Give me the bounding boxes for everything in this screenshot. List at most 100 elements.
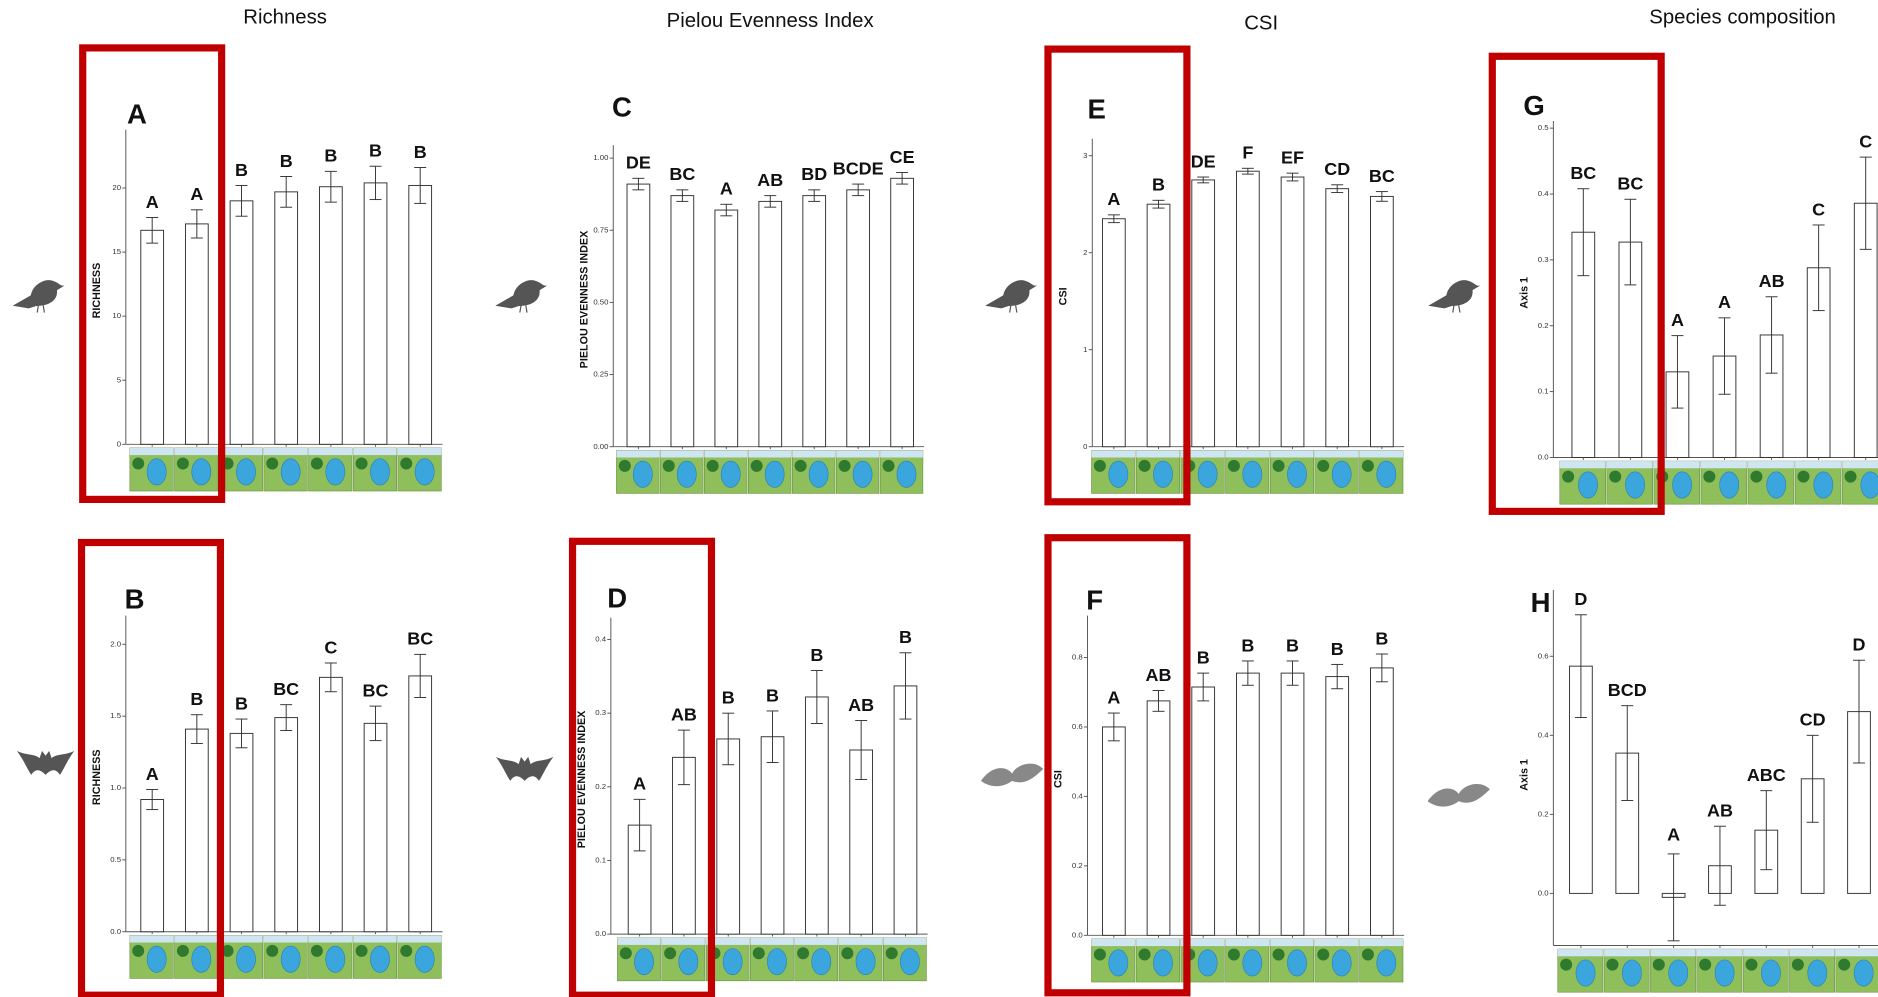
habitat-sky	[130, 935, 173, 942]
bar	[761, 737, 784, 934]
bar	[409, 676, 432, 932]
group-letter: B	[235, 693, 248, 713]
bar	[1326, 189, 1349, 447]
habitat-sky	[1360, 450, 1403, 457]
group-letter: AB	[848, 695, 874, 715]
bird-icon	[1430, 281, 1478, 313]
habitat-sky	[1092, 450, 1135, 457]
group-letter: AB	[757, 170, 783, 190]
group-letter: CD	[1800, 710, 1826, 730]
habitat-tree	[1750, 471, 1762, 483]
y-tick-label: 0.2	[595, 782, 606, 791]
habitat-sky	[398, 448, 441, 455]
y-tick-label: 1	[1083, 345, 1087, 354]
bird-icon	[987, 281, 1035, 313]
bar	[803, 196, 826, 447]
habitat-sky	[175, 935, 218, 942]
habitat-sky	[836, 450, 879, 457]
habitat-tree	[795, 460, 807, 472]
habitat-tree	[1699, 959, 1711, 971]
group-letter: A	[1107, 687, 1120, 707]
bat-icon	[17, 751, 74, 775]
bar	[1147, 701, 1170, 935]
habitat-pond	[1761, 960, 1780, 986]
habitat-pond	[1767, 472, 1786, 498]
group-letter: BC	[1369, 166, 1395, 186]
habitat-pond	[281, 459, 300, 485]
habitat-tree	[707, 460, 719, 472]
habitat-pond	[326, 946, 345, 972]
y-axis-label: PIELOU EVENNESS INDEX	[576, 710, 588, 848]
habitat-pond	[1243, 950, 1262, 976]
group-letter: B	[899, 627, 912, 647]
habitat-pond	[812, 948, 831, 974]
y-axis-label: RICHNESS	[91, 749, 103, 805]
habitat-tree	[356, 945, 368, 957]
habitat-tree	[266, 945, 278, 957]
group-letter: A	[1667, 824, 1680, 844]
y-tick-label: 5	[117, 375, 121, 384]
habitat-pond	[147, 946, 166, 972]
y-tick-label: 0.5	[110, 855, 121, 864]
group-letter: C	[1812, 199, 1825, 219]
bar	[319, 187, 342, 445]
y-tick-label: 0.0	[1072, 930, 1083, 939]
bar	[1281, 177, 1304, 447]
group-letter: AB	[1707, 801, 1733, 821]
habitat-pond	[1332, 461, 1351, 487]
group-letter: BCD	[1608, 680, 1647, 700]
habitat-sky	[1360, 939, 1403, 946]
habitat-pond	[147, 459, 166, 485]
bar	[894, 686, 917, 934]
y-tick-label: 20	[112, 183, 121, 192]
bar	[1326, 677, 1349, 936]
habitat-pond	[370, 946, 389, 972]
group-letter: AB	[671, 704, 697, 724]
bar	[1102, 727, 1125, 935]
habitat-tree	[839, 460, 851, 472]
habitat-sky	[1795, 461, 1841, 468]
habitat-tree	[1792, 959, 1804, 971]
group-letter: BC	[1570, 163, 1596, 183]
y-tick-label: 0.4	[1072, 791, 1083, 800]
group-letter: C	[324, 637, 337, 657]
habitat-sky	[704, 450, 747, 457]
panel-label: G	[1523, 90, 1544, 121]
habitat-sky	[1697, 949, 1742, 956]
y-tick-label: 0.1	[595, 856, 606, 865]
habitat-tree	[177, 457, 189, 469]
bar	[1281, 673, 1304, 935]
bar	[1147, 204, 1170, 447]
group-letter: B	[414, 142, 427, 162]
habitat-tree	[1094, 948, 1106, 960]
habitat-sky	[1558, 949, 1603, 956]
y-axis-label: CSI	[1053, 770, 1065, 788]
group-letter: A	[633, 774, 646, 794]
y-tick-label: 0	[1083, 442, 1088, 451]
habitat-tree	[1317, 460, 1329, 472]
group-letter: DE	[1191, 151, 1216, 171]
bar	[891, 178, 914, 446]
habitat-sky	[1270, 450, 1313, 457]
y-tick-label: 0.0	[110, 927, 121, 936]
habitat-tree	[797, 947, 809, 959]
bar	[717, 739, 740, 934]
habitat-pond	[1625, 472, 1644, 498]
habitat-pond	[765, 461, 784, 487]
y-tick-label: 2.0	[110, 639, 121, 648]
habitat-pond	[1153, 950, 1172, 976]
bar	[671, 196, 694, 447]
y-tick-label: 0.00	[593, 442, 609, 451]
habitat-sky	[662, 938, 705, 945]
habitat-pond	[1332, 950, 1351, 976]
habitat-tree	[1273, 948, 1285, 960]
habitat-pond	[1287, 461, 1306, 487]
habitat-sky	[617, 938, 660, 945]
habitat-pond	[1243, 461, 1262, 487]
bar	[319, 677, 342, 931]
y-tick-label: 3	[1083, 151, 1087, 160]
habitat-sky	[353, 935, 396, 942]
habitat-pond	[1861, 472, 1878, 498]
habitat-sky	[1092, 939, 1135, 946]
habitat-tree	[619, 460, 631, 472]
